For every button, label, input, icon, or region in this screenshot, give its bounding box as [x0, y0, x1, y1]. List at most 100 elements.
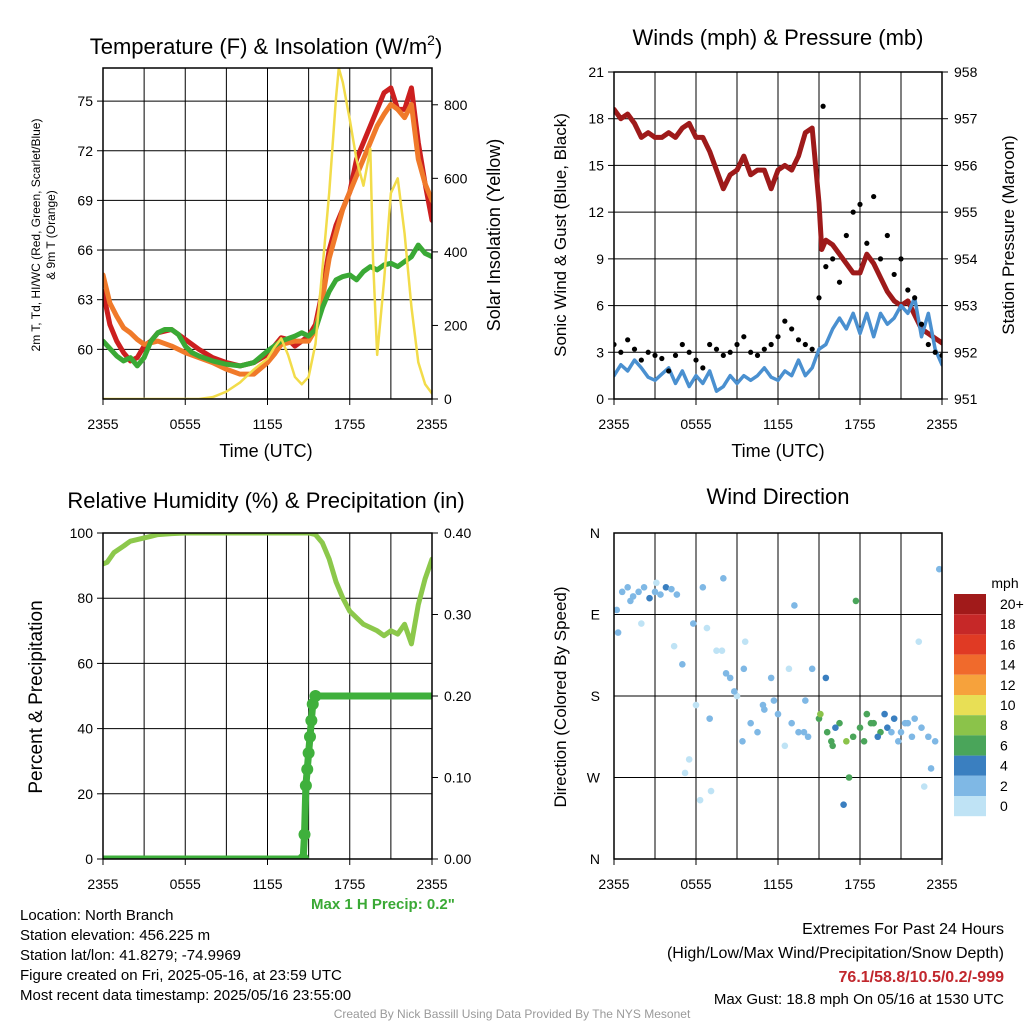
speed-legend-label: 12 [1000, 677, 1016, 693]
winds-y-label: Sonic Wind & Gust (Blue, Black) [551, 113, 570, 357]
speed-legend-label: 0 [1000, 798, 1008, 814]
wind-y2-tick-label: 951 [954, 391, 978, 407]
dir-point [770, 697, 778, 704]
dir-point [884, 724, 891, 731]
rh-precip-point [299, 779, 312, 792]
dir-point [845, 774, 853, 781]
dir-point [894, 737, 902, 745]
dir-point [822, 674, 830, 682]
wind-gust-point [761, 346, 767, 352]
wind-frame [613, 71, 943, 400]
wind-direction-title: Wind Direction [706, 484, 849, 509]
rh-y-tick-label: 40 [77, 721, 93, 737]
wind-y2-tick-label: 952 [954, 344, 978, 360]
dir-point [679, 661, 686, 668]
dir-point [788, 719, 795, 727]
rh-frame [102, 532, 433, 860]
dir-point [856, 724, 864, 731]
dir-point [849, 733, 857, 741]
dir-frame [613, 532, 943, 860]
wind-gust-point [741, 334, 747, 340]
dir-point [808, 665, 816, 673]
humidity-y-label: Percent & Precipitation [26, 600, 47, 793]
dir-y-tick-label: N [590, 851, 600, 867]
wind-gust-point [727, 349, 733, 355]
wind-gust-point [820, 103, 826, 109]
rh-plot-area [103, 533, 432, 859]
temp-y-tick-label: 75 [77, 93, 93, 109]
dir-point [867, 719, 875, 727]
recent-timestamp: Most recent data timestamp: 2025/05/16 2… [20, 987, 352, 1004]
wind-gust-point [884, 232, 890, 239]
dir-point [828, 737, 835, 745]
wind-x-tick-label: 1155 [763, 416, 793, 432]
dir-point [718, 647, 726, 655]
dir-point [897, 728, 905, 736]
speed-legend-swatch [954, 796, 986, 817]
speed-legend-swatch [954, 735, 986, 756]
rh-precip-point [298, 828, 311, 841]
speed-legend-label: 8 [1000, 717, 1008, 733]
dir-point [874, 733, 882, 741]
wind-y-tick-label: 15 [588, 157, 604, 173]
speed-legend-swatch [954, 594, 986, 615]
station-info: Location: North Branch Station elevation… [20, 906, 351, 1006]
temp-y2-tick-label: 0 [444, 391, 452, 407]
rh-series-rh [103, 533, 432, 647]
dir-point [706, 715, 713, 722]
dir-point [722, 670, 730, 677]
wind-gust-point [734, 341, 740, 348]
speed-legend-title: mph [991, 575, 1018, 591]
temp-y-tick-label: 69 [77, 192, 93, 208]
dir-point [911, 715, 918, 722]
speed-legend-label: 16 [1000, 636, 1016, 652]
rh-y-tick-label: 100 [70, 525, 94, 541]
dir-point [781, 742, 789, 750]
dir-y-tick-label: E [591, 607, 600, 623]
speed-legend-swatch [954, 755, 986, 776]
temperature-y-label-line2: & 9m T (Orange) [44, 190, 58, 280]
dir-point [692, 701, 700, 709]
dir-point [881, 710, 888, 718]
temp-y-tick-label: 60 [77, 341, 93, 357]
temp-x-tick-label: 2355 [87, 416, 118, 432]
max-precip-note: Max 1 H Precip: 0.2" [311, 896, 455, 913]
dir-x-tick-label: 1155 [763, 876, 793, 892]
dir-point [918, 724, 925, 731]
dir-point [681, 769, 689, 777]
wind-gust-point [707, 341, 713, 348]
dir-point [817, 710, 824, 718]
rh-y2-tick-label: 0.40 [444, 525, 471, 541]
speed-legend-label: 20+ [1000, 596, 1024, 612]
dir-point [638, 620, 645, 627]
dir-point [657, 591, 664, 598]
dir-point [860, 737, 868, 745]
temp-x-tick-label: 2355 [416, 416, 447, 432]
dir-point [689, 620, 697, 627]
dir-point [640, 584, 648, 591]
dir-point [741, 638, 749, 645]
humidity-title: Relative Humidity (%) & Precipitation (i… [67, 488, 464, 513]
rh-y2-tick-label: 0.10 [444, 770, 471, 786]
dir-point [699, 584, 707, 591]
dir-point [696, 796, 704, 804]
wind-x-tick-label: 1755 [844, 416, 875, 432]
rh-precip-point [301, 763, 314, 776]
wind-gust-point [775, 334, 781, 340]
wind-gust-point [816, 295, 822, 301]
rh-y-tick-label: 0 [85, 851, 93, 867]
dir-y-tick-label: N [590, 525, 600, 541]
winds-title: Winds (mph) & Pressure (mb) [633, 25, 924, 50]
speed-legend-swatch [954, 654, 986, 675]
rh-precip-point [305, 714, 318, 727]
wind-gust-point [864, 240, 870, 246]
dir-point [836, 719, 843, 727]
wind-gust-point [932, 349, 938, 355]
dir-point [726, 674, 734, 682]
dir-point [624, 584, 631, 591]
wind-gust-point [782, 318, 788, 324]
speed-legend-swatch [954, 715, 986, 736]
dir-point [651, 588, 659, 596]
temperature-panel: Temperature (F) & Insolation (W/m2) Time… [29, 32, 504, 461]
